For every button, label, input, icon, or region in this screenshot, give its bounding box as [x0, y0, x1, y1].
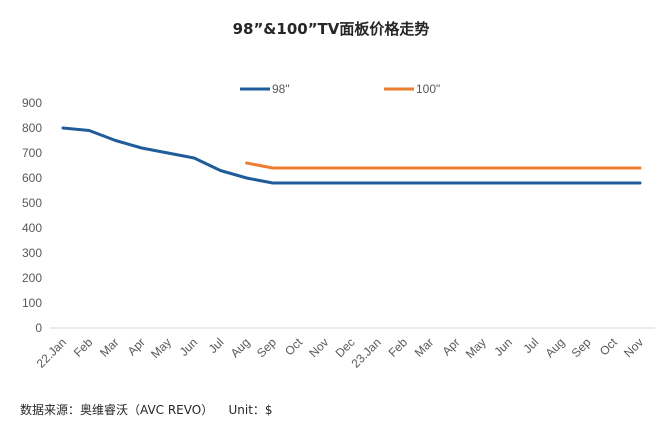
y-tick-label: 0	[35, 321, 42, 335]
y-tick-label: 800	[22, 121, 42, 135]
y-tick-label: 200	[22, 271, 42, 285]
source-note: 数据来源：奥维睿沃（AVC REVO）	[20, 403, 214, 417]
x-tick-label: Feb	[71, 335, 96, 360]
y-tick-label: 100	[22, 296, 42, 310]
y-axis: 0 100 200 300 400 500 600 700 800 900	[22, 96, 42, 335]
legend-label: 98"	[272, 82, 290, 96]
y-tick-label: 300	[22, 246, 42, 260]
x-tick-label: Mar	[97, 335, 122, 360]
x-tick-label: 22.Jan	[34, 335, 69, 370]
x-tick-label: Aug	[228, 335, 253, 360]
x-tick-label: Apr	[125, 335, 148, 358]
x-tick-label: Mar	[412, 335, 437, 360]
unit-note: Unit：$	[228, 403, 273, 417]
series-line-98	[61, 126, 642, 185]
y-tick-label: 500	[22, 196, 42, 210]
y-tick-label: 600	[22, 171, 42, 185]
x-tick-label: May	[463, 335, 489, 361]
legend: 98" 100"	[240, 82, 440, 96]
x-tick-label: Jul	[206, 335, 227, 356]
x-axis: 22.Jan Feb Mar Apr May Jun Jul Aug Sep Oct Nov Dec2…	[34, 335, 646, 371]
chart-footer: 数据来源：奥维睿沃（AVC REVO） Unit：$	[20, 401, 273, 418]
x-tick-label: May	[148, 335, 174, 361]
x-tick-label: Apr	[439, 335, 462, 358]
x-tick-label: Sep	[254, 335, 279, 360]
x-tick-label: 23.Jan	[348, 335, 383, 370]
x-tick-label: Oct	[282, 335, 306, 359]
x-tick-label: Jul	[520, 335, 541, 356]
legend-label: 100"	[416, 82, 440, 96]
y-tick-label: 900	[22, 96, 42, 110]
x-tick-label: Jun	[177, 335, 201, 359]
x-tick-label: Nov	[621, 335, 646, 360]
y-tick-label: 400	[22, 221, 42, 235]
x-tick-label: Feb	[386, 335, 411, 360]
x-tick-label: Sep	[569, 335, 594, 360]
x-tick-label: Jun	[491, 335, 515, 359]
x-tick-label: Nov	[306, 335, 331, 360]
x-tick-label: Oct	[597, 335, 621, 359]
series-line-100	[245, 161, 642, 170]
y-tick-label: 700	[22, 146, 42, 160]
series-group	[61, 126, 642, 185]
chart-title: 98”&100”TV面板价格走势	[232, 20, 430, 38]
x-tick-label: Aug	[542, 335, 567, 360]
